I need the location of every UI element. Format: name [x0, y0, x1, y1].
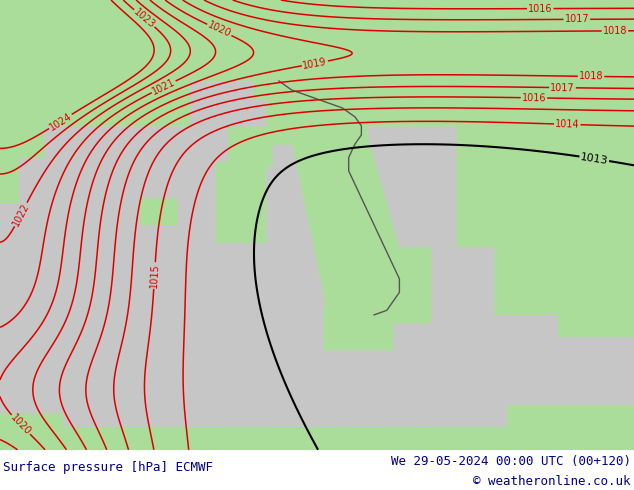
- Text: 1018: 1018: [579, 71, 604, 81]
- Text: 1017: 1017: [550, 82, 575, 93]
- Text: 1019: 1019: [302, 56, 328, 71]
- Text: 1018: 1018: [603, 26, 627, 36]
- Text: 1016: 1016: [528, 3, 552, 14]
- Text: 1023: 1023: [132, 6, 157, 30]
- Text: Surface pressure [hPa] ECMWF: Surface pressure [hPa] ECMWF: [3, 462, 213, 474]
- Text: 1017: 1017: [564, 14, 589, 24]
- Text: 1022: 1022: [11, 201, 31, 228]
- Text: 1020: 1020: [206, 20, 233, 40]
- Text: 1014: 1014: [555, 119, 579, 130]
- Text: 1015: 1015: [149, 263, 160, 288]
- Text: 1013: 1013: [579, 151, 609, 166]
- Text: © weatheronline.co.uk: © weatheronline.co.uk: [474, 475, 631, 488]
- Text: 1021: 1021: [150, 77, 177, 97]
- Text: 1016: 1016: [522, 93, 547, 103]
- Text: 1024: 1024: [48, 111, 74, 132]
- Text: 1020: 1020: [8, 413, 33, 437]
- Text: We 29-05-2024 00:00 UTC (00+120): We 29-05-2024 00:00 UTC (00+120): [391, 455, 631, 468]
